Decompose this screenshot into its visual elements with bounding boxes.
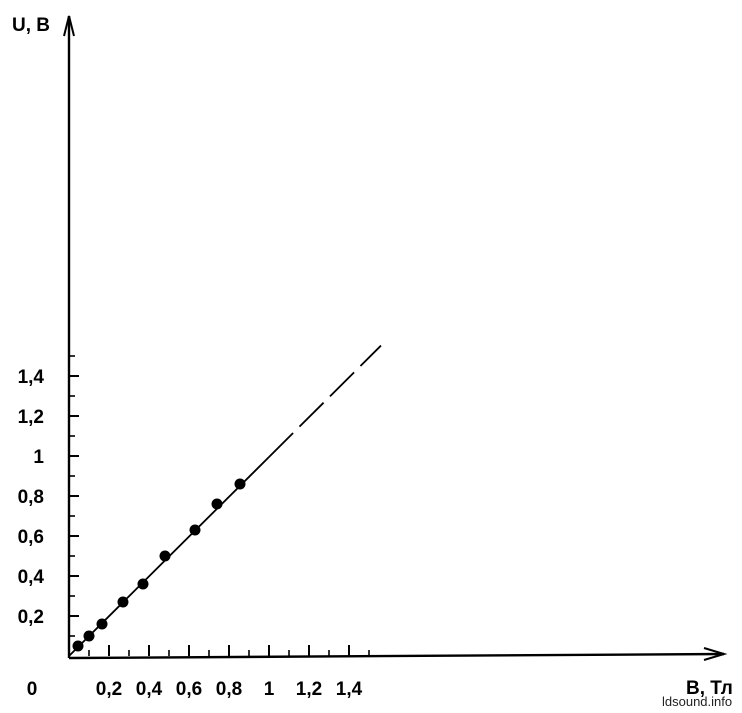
data-point	[83, 630, 95, 642]
fit-line	[68, 344, 382, 657]
data-point	[137, 578, 149, 590]
x-tick-label: 0,6	[176, 679, 202, 700]
x-axis-title: B, Тл	[686, 678, 733, 699]
y-tick-label: 1,4	[18, 367, 45, 388]
fit-line-dashed	[268, 344, 382, 458]
data-point	[72, 640, 84, 652]
x-tick-label: 0,2	[96, 679, 122, 700]
watermark: ldsound.info	[662, 694, 732, 709]
x-tick-label: 0,4	[136, 679, 163, 700]
data-point	[234, 478, 246, 490]
y-axis-title: U, В	[12, 15, 50, 36]
tick-labels: 0 0,2 0,4 0,6 0,8 1 1,2 1,4 0,2 0,4 0,6 0,8 1 1,2 1,4	[18, 367, 363, 700]
axis-ticks	[69, 355, 370, 656]
y-tick-label: 0,6	[18, 527, 44, 548]
y-tick-label: 1,2	[18, 407, 44, 428]
y-tick-label: 0,8	[18, 487, 44, 508]
x-tick-label: 1	[264, 679, 275, 700]
x-axis	[68, 647, 728, 661]
data-point	[96, 618, 108, 630]
data-point	[211, 498, 223, 510]
data-point	[189, 524, 201, 536]
data-point	[159, 550, 171, 562]
data-points	[72, 478, 246, 652]
x-tick-label: 0	[27, 679, 38, 700]
y-tick-label: 0,4	[18, 567, 45, 588]
x-tick-label: 1,4	[336, 679, 363, 700]
x-axis-line	[68, 652, 725, 660]
y-tick-label: 0,2	[18, 607, 44, 628]
y-axis	[63, 15, 75, 658]
x-axis-arrow	[703, 647, 728, 661]
y-axis-arrow	[63, 15, 75, 37]
data-point	[117, 596, 129, 608]
y-tick-label: 1	[33, 447, 44, 468]
x-tick-label: 1,2	[296, 679, 322, 700]
x-tick-label: 0,8	[216, 679, 242, 700]
